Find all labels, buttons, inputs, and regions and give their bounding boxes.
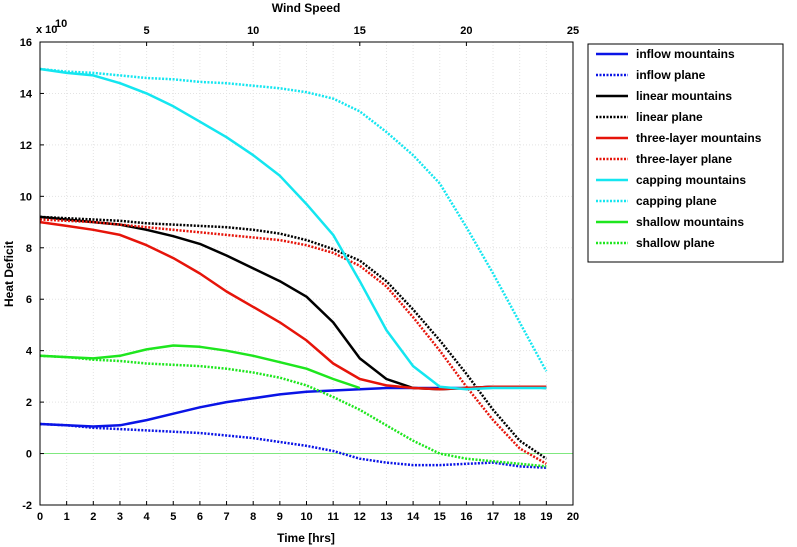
- series-line-inflow-plane: [39, 422, 547, 469]
- y-tick-label: 6: [26, 294, 32, 306]
- x-tick-label: 6: [197, 511, 203, 523]
- series-line-shallow-mountains: [39, 344, 361, 390]
- legend-box: [587, 43, 784, 263]
- top-tick-label: 5: [144, 25, 150, 37]
- legend-label: capping plane: [636, 194, 717, 208]
- legend-label: three-layer mountains: [636, 131, 762, 145]
- legend-label: shallow mountains: [636, 215, 744, 229]
- x-tick-label: 5: [170, 511, 176, 523]
- y-tick-label: 4: [26, 346, 33, 358]
- x-tick-label: 4: [144, 511, 151, 523]
- x-tick-label: 19: [540, 511, 552, 523]
- legend-label: capping mountains: [636, 173, 746, 187]
- series-line-three-layer-plane: [39, 218, 547, 465]
- y-tick-label: 8: [26, 243, 32, 255]
- legend-label: shallow plane: [636, 236, 715, 250]
- top-axis-multiplier: x 10: [36, 24, 57, 36]
- x-axis-title: Time [hrs]: [277, 531, 335, 545]
- series-line-capping-plane: [39, 67, 548, 372]
- top-tick-label: 20: [460, 25, 472, 37]
- x-tick-label: 17: [487, 511, 499, 523]
- x-tick-label: 12: [354, 511, 366, 523]
- x-tick-label: 2: [90, 511, 96, 523]
- top-axis-exponent: 10: [55, 18, 67, 30]
- y-tick-label: 16: [20, 37, 32, 49]
- top-tick-label: 25: [567, 25, 579, 37]
- series-layer: [39, 67, 548, 469]
- y-tick-label: 10: [20, 191, 32, 203]
- legend-label: three-layer plane: [636, 152, 732, 166]
- x-tick-label: 8: [250, 511, 256, 523]
- legend-label: inflow mountains: [636, 47, 735, 61]
- legend-label: linear plane: [636, 110, 703, 124]
- x-tick-label: 9: [277, 511, 283, 523]
- legend: inflow mountains inflow plane linear mount…: [596, 47, 762, 250]
- y-tick-label: 2: [26, 397, 32, 409]
- x-tick-label: 18: [514, 511, 526, 523]
- x-tick-label: 7: [223, 511, 229, 523]
- top-tick-label: 15: [354, 25, 366, 37]
- x-tick-label: 0: [37, 511, 43, 523]
- series-line-capping-mountains: [39, 67, 547, 391]
- y-tick-label: 0: [26, 449, 32, 461]
- x-tick-label: 20: [567, 511, 579, 523]
- x-tick-label: 13: [380, 511, 392, 523]
- series-line-linear-plane: [39, 215, 548, 460]
- top-tick-label: 10: [247, 25, 259, 37]
- ticks: 0 1 2 3 4 5 6 7 8 9 10 11 12 13 14 15 16 17 18 19 20-2024681…: [20, 25, 579, 523]
- y-axis-title: Heat Deficit: [2, 241, 16, 307]
- y-tick-label: 12: [20, 140, 32, 152]
- legend-label: linear mountains: [636, 89, 732, 103]
- legend-label: inflow plane: [636, 68, 706, 82]
- x-tick-label: 10: [300, 511, 312, 523]
- series-line-shallow-plane: [39, 354, 547, 468]
- x-tick-label: 1: [64, 511, 70, 523]
- y-tick-label: 14: [20, 88, 33, 100]
- y-tick-label: -2: [22, 500, 32, 512]
- x-tick-label: 3: [117, 511, 123, 523]
- x-tick-label: 11: [327, 511, 339, 523]
- x-tick-label: 14: [407, 511, 420, 523]
- top-axis-title: Wind Speed: [272, 1, 341, 15]
- x-tick-label: 15: [434, 511, 446, 523]
- x-tick-label: 16: [460, 511, 472, 523]
